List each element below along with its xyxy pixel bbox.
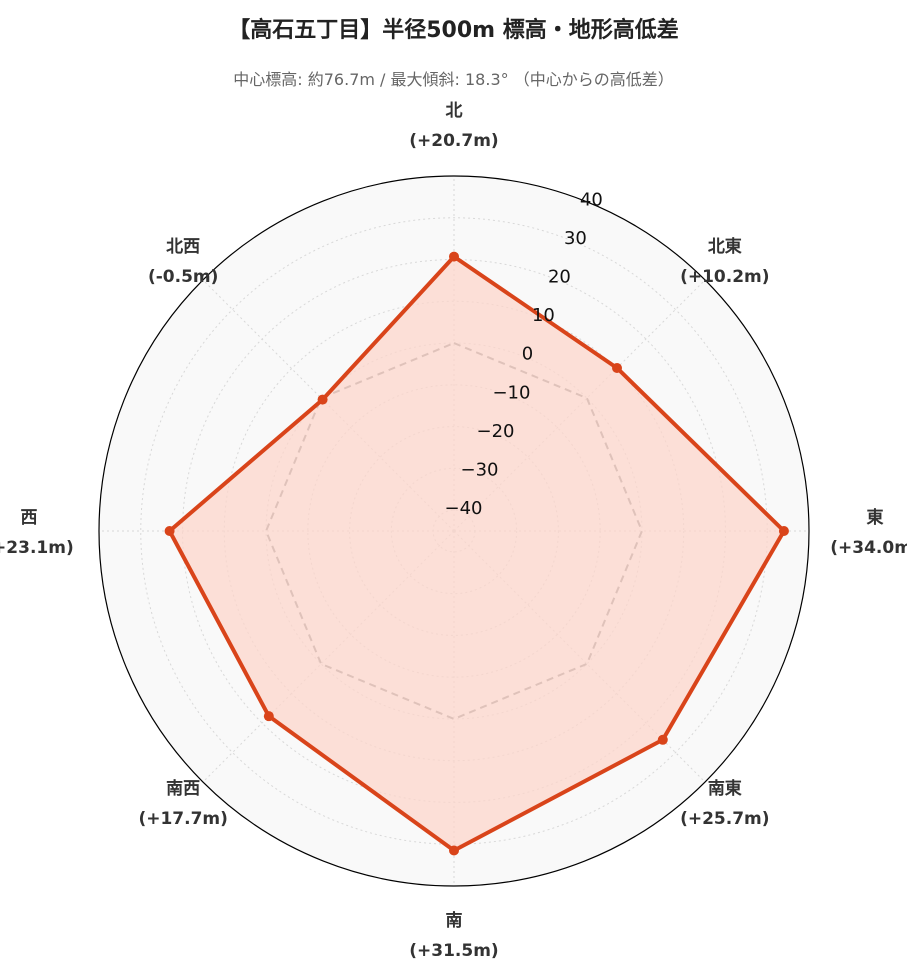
direction-value-label: (+23.1m) xyxy=(0,538,74,558)
direction-label: 北 xyxy=(446,101,463,121)
r-tick-label: −20 xyxy=(476,421,514,442)
direction-label: 南東 xyxy=(708,778,742,799)
direction-value-label: (-0.5m) xyxy=(148,267,218,287)
direction-value-label: (+34.0m) xyxy=(830,538,907,558)
direction-value-label: (+25.7m) xyxy=(680,809,769,829)
r-tick-label: 30 xyxy=(564,228,587,249)
direction-label: 北東 xyxy=(708,236,742,257)
direction-label: 西 xyxy=(21,508,38,528)
direction-label: 北西 xyxy=(166,237,200,257)
r-tick-label: −40 xyxy=(445,498,483,519)
outer-circle xyxy=(98,175,810,887)
direction-value-label: (+17.7m) xyxy=(138,809,227,829)
r-tick-label: 0 xyxy=(522,344,533,365)
direction-value-label: (+20.7m) xyxy=(409,131,498,151)
grid-spoke xyxy=(202,530,455,783)
r-tick-label: −10 xyxy=(492,382,530,403)
data-point xyxy=(164,526,175,536)
r-tick-label: 20 xyxy=(548,266,571,287)
grid-spoke xyxy=(453,279,706,532)
data-point xyxy=(449,251,459,262)
chart-title: 【高石五丁目】半径500m 標高・地形高低差 xyxy=(228,18,679,43)
r-tick-label: 40 xyxy=(580,189,603,210)
data-point xyxy=(778,526,789,536)
data-point xyxy=(657,734,668,745)
r-tick-label: −30 xyxy=(461,459,499,480)
data-point xyxy=(317,394,328,405)
r-tick-label: 10 xyxy=(532,305,555,326)
direction-value-label: (+10.2m) xyxy=(680,267,769,287)
direction-label: 南西 xyxy=(166,778,200,799)
grid-spoke xyxy=(202,279,455,532)
direction-label: 南 xyxy=(446,910,463,931)
data-point xyxy=(449,845,459,856)
chart-subtitle: 中心標高: 約76.7m / 最大傾斜: 18.3° （中心からの高低差） xyxy=(233,70,674,89)
data-point xyxy=(263,711,274,722)
data-point xyxy=(612,362,623,373)
direction-label: 東 xyxy=(867,507,884,528)
direction-value-label: (+31.5m) xyxy=(409,941,498,961)
